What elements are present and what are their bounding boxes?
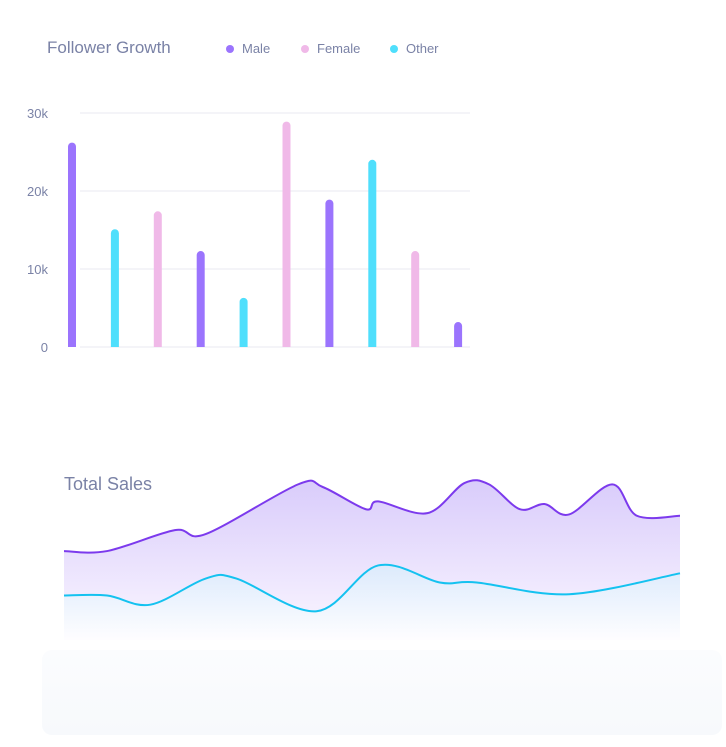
legend-label: Female (317, 41, 361, 56)
card-shadow (42, 650, 722, 735)
y-tick-label: 20k (27, 184, 48, 199)
bar-other[interactable] (110, 229, 119, 347)
y-tick-label: 0 (41, 340, 48, 355)
bar-male[interactable] (68, 142, 76, 347)
legend-label: Male (242, 41, 271, 56)
area-fill-1 (64, 564, 680, 640)
legend-label: Other (406, 41, 439, 56)
y-tick-label: 30k (27, 106, 48, 121)
bar-female[interactable] (411, 251, 420, 347)
legend-dot-male (226, 44, 234, 53)
bar-male[interactable] (196, 251, 205, 347)
legend-female[interactable]: Female (301, 41, 360, 56)
series-line-0[interactable] (63, 479, 681, 554)
chart-title-total-sales: Total Sales (64, 474, 153, 494)
legend-dot-female (301, 44, 309, 53)
bar-male[interactable] (454, 322, 463, 347)
bar-female[interactable] (282, 121, 291, 347)
legend-other[interactable]: Other (390, 41, 439, 56)
legend-dot-other (390, 44, 398, 53)
bar-other[interactable] (368, 159, 377, 347)
bar-male[interactable] (325, 199, 334, 347)
bar-other[interactable] (239, 297, 248, 347)
chart-title-follower-growth: Follower Growth (47, 38, 171, 57)
legend-male[interactable]: Male (226, 41, 270, 56)
bar-female[interactable] (153, 211, 162, 347)
y-tick-label: 10k (27, 262, 48, 277)
series-line-1[interactable] (63, 563, 681, 613)
